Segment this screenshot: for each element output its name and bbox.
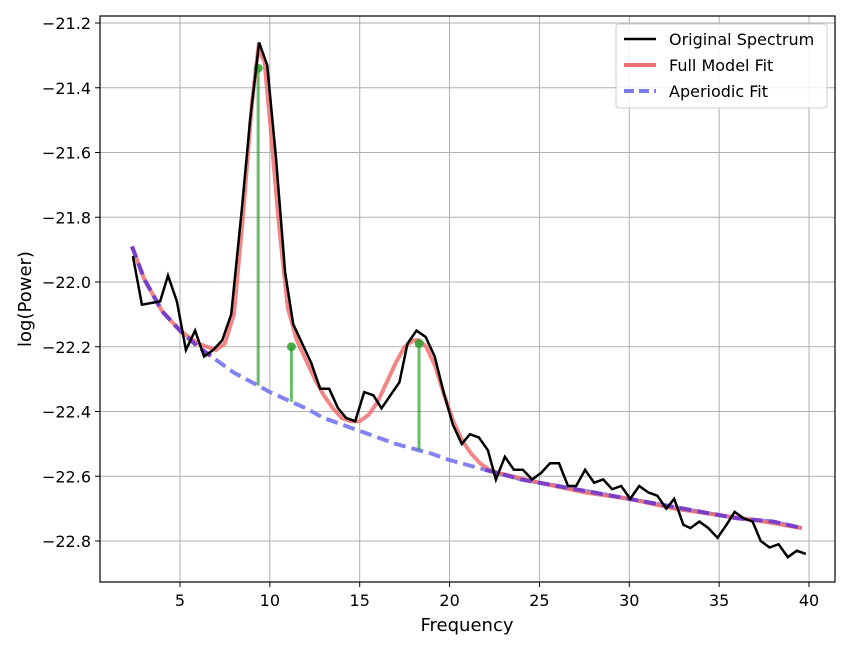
aperiodic-overlap-line [484, 467, 803, 531]
y-tick-label: −21.6 [42, 144, 91, 163]
x-tick-label: 35 [709, 591, 729, 610]
plot-area [130, 41, 807, 559]
legend-label-fullfit: Full Model Fit [669, 56, 773, 75]
aperiodic-fit-line [130, 245, 803, 531]
y-axis-ticks: −21.2 −21.4 −21.6 −21.8 −22.0 −22.2 −22.4 −22.6… [42, 14, 100, 551]
axes-frame [99, 15, 836, 583]
aperiodic-overlap-line [130, 245, 218, 362]
x-tick-label: 5 [175, 591, 185, 610]
y-tick-label: −21.2 [42, 14, 91, 33]
x-tick-label: 40 [799, 591, 819, 610]
legend-label-original: Original Spectrum [669, 30, 814, 49]
y-tick-label: −22.4 [42, 403, 91, 422]
x-tick-label: 15 [350, 591, 370, 610]
legend-box [615, 23, 828, 109]
peak-markers [253, 63, 424, 451]
peak-dot [286, 342, 296, 352]
original-spectrum-line [131, 41, 807, 559]
x-tick-label: 10 [260, 591, 280, 610]
y-axis-label: log(Power) [15, 251, 36, 347]
x-axis-ticks: 5 10 15 20 25 30 35 40 [175, 582, 819, 610]
y-tick-label: −22.8 [42, 532, 91, 551]
x-tick-label: 25 [529, 591, 549, 610]
legend: Original Spectrum Full Model Fit Aperiod… [615, 23, 828, 109]
y-tick-label: −22.6 [42, 467, 91, 486]
y-tick-label: −22.0 [42, 273, 91, 292]
x-axis-label: Frequency [421, 615, 514, 636]
grid-lines [100, 16, 835, 582]
x-tick-label: 30 [619, 591, 639, 610]
full-model-fit-line [130, 41, 803, 531]
peak-dot [414, 339, 424, 349]
y-tick-label: −21.4 [42, 79, 91, 98]
y-tick-label: −21.8 [42, 208, 91, 227]
legend-label-aperiodic: Aperiodic Fit [669, 82, 768, 101]
x-tick-label: 20 [439, 591, 459, 610]
y-tick-label: −22.2 [42, 338, 91, 357]
